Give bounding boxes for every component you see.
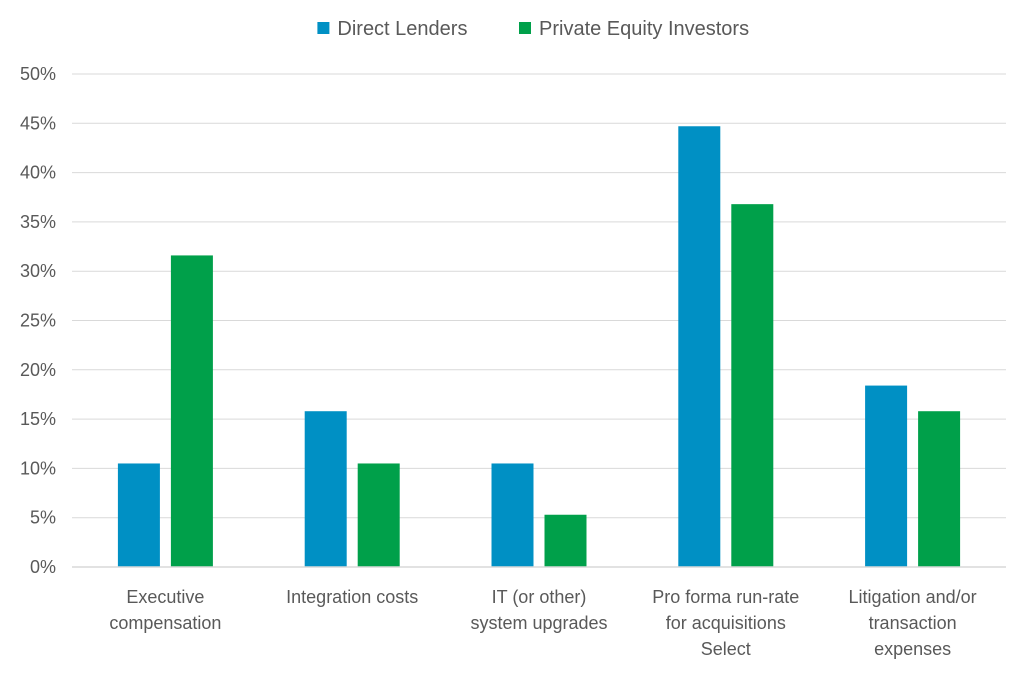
y-tick-label: 20% [20,360,56,380]
y-tick-label: 0% [30,557,56,577]
y-tick-label: 10% [20,458,56,478]
y-tick-label: 5% [30,508,56,528]
bar-direct-lenders-4 [865,385,908,567]
bar-private-equity-investors-0 [170,255,213,567]
x-category-label: Select [701,639,751,659]
bar-direct-lenders-3 [678,126,721,568]
y-axis-tick-labels: 0% 5% 10% 15% 20% 25% 30% 35% 40% 45% 50% [20,64,56,577]
legend: Direct Lenders Private Equity Investors [317,18,749,40]
y-tick-label: 40% [20,163,56,183]
y-tick-label: 15% [20,409,56,429]
gridlines [72,73,1006,519]
x-category-label: for acquisitions [666,613,786,633]
bar-direct-lenders-1 [304,411,347,567]
x-category-label: system upgrades [470,613,607,633]
bar-private-equity-investors-2 [544,514,587,567]
x-category-label: expenses [874,639,951,659]
x-category-label: Litigation and/or [849,587,977,607]
bar-direct-lenders-2 [491,463,534,567]
legend-label: Direct Lenders [337,18,467,40]
x-category-label: Integration costs [286,587,418,607]
bar-private-equity-investors-4 [918,411,961,567]
y-tick-label: 35% [20,212,56,232]
x-axis-category-labels: Executive compensation Integration costs IT… [109,587,976,659]
legend-label: Private Equity Investors [539,18,749,40]
x-category-label: IT (or other) [492,587,587,607]
x-category-label: Executive [126,587,204,607]
y-tick-label: 45% [20,113,56,133]
legend-swatch [317,22,330,34]
x-category-label: compensation [109,613,221,633]
bar-private-equity-investors-3 [731,204,774,568]
y-tick-label: 50% [20,64,56,84]
x-category-label: transaction [869,613,957,633]
y-tick-label: 25% [20,311,56,331]
bars [117,126,961,568]
y-tick-label: 30% [20,261,56,281]
bar-private-equity-investors-1 [357,463,400,567]
x-category-label: Pro forma run-rate [652,587,799,607]
bar-direct-lenders-0 [117,463,160,567]
legend-swatch [519,22,531,34]
